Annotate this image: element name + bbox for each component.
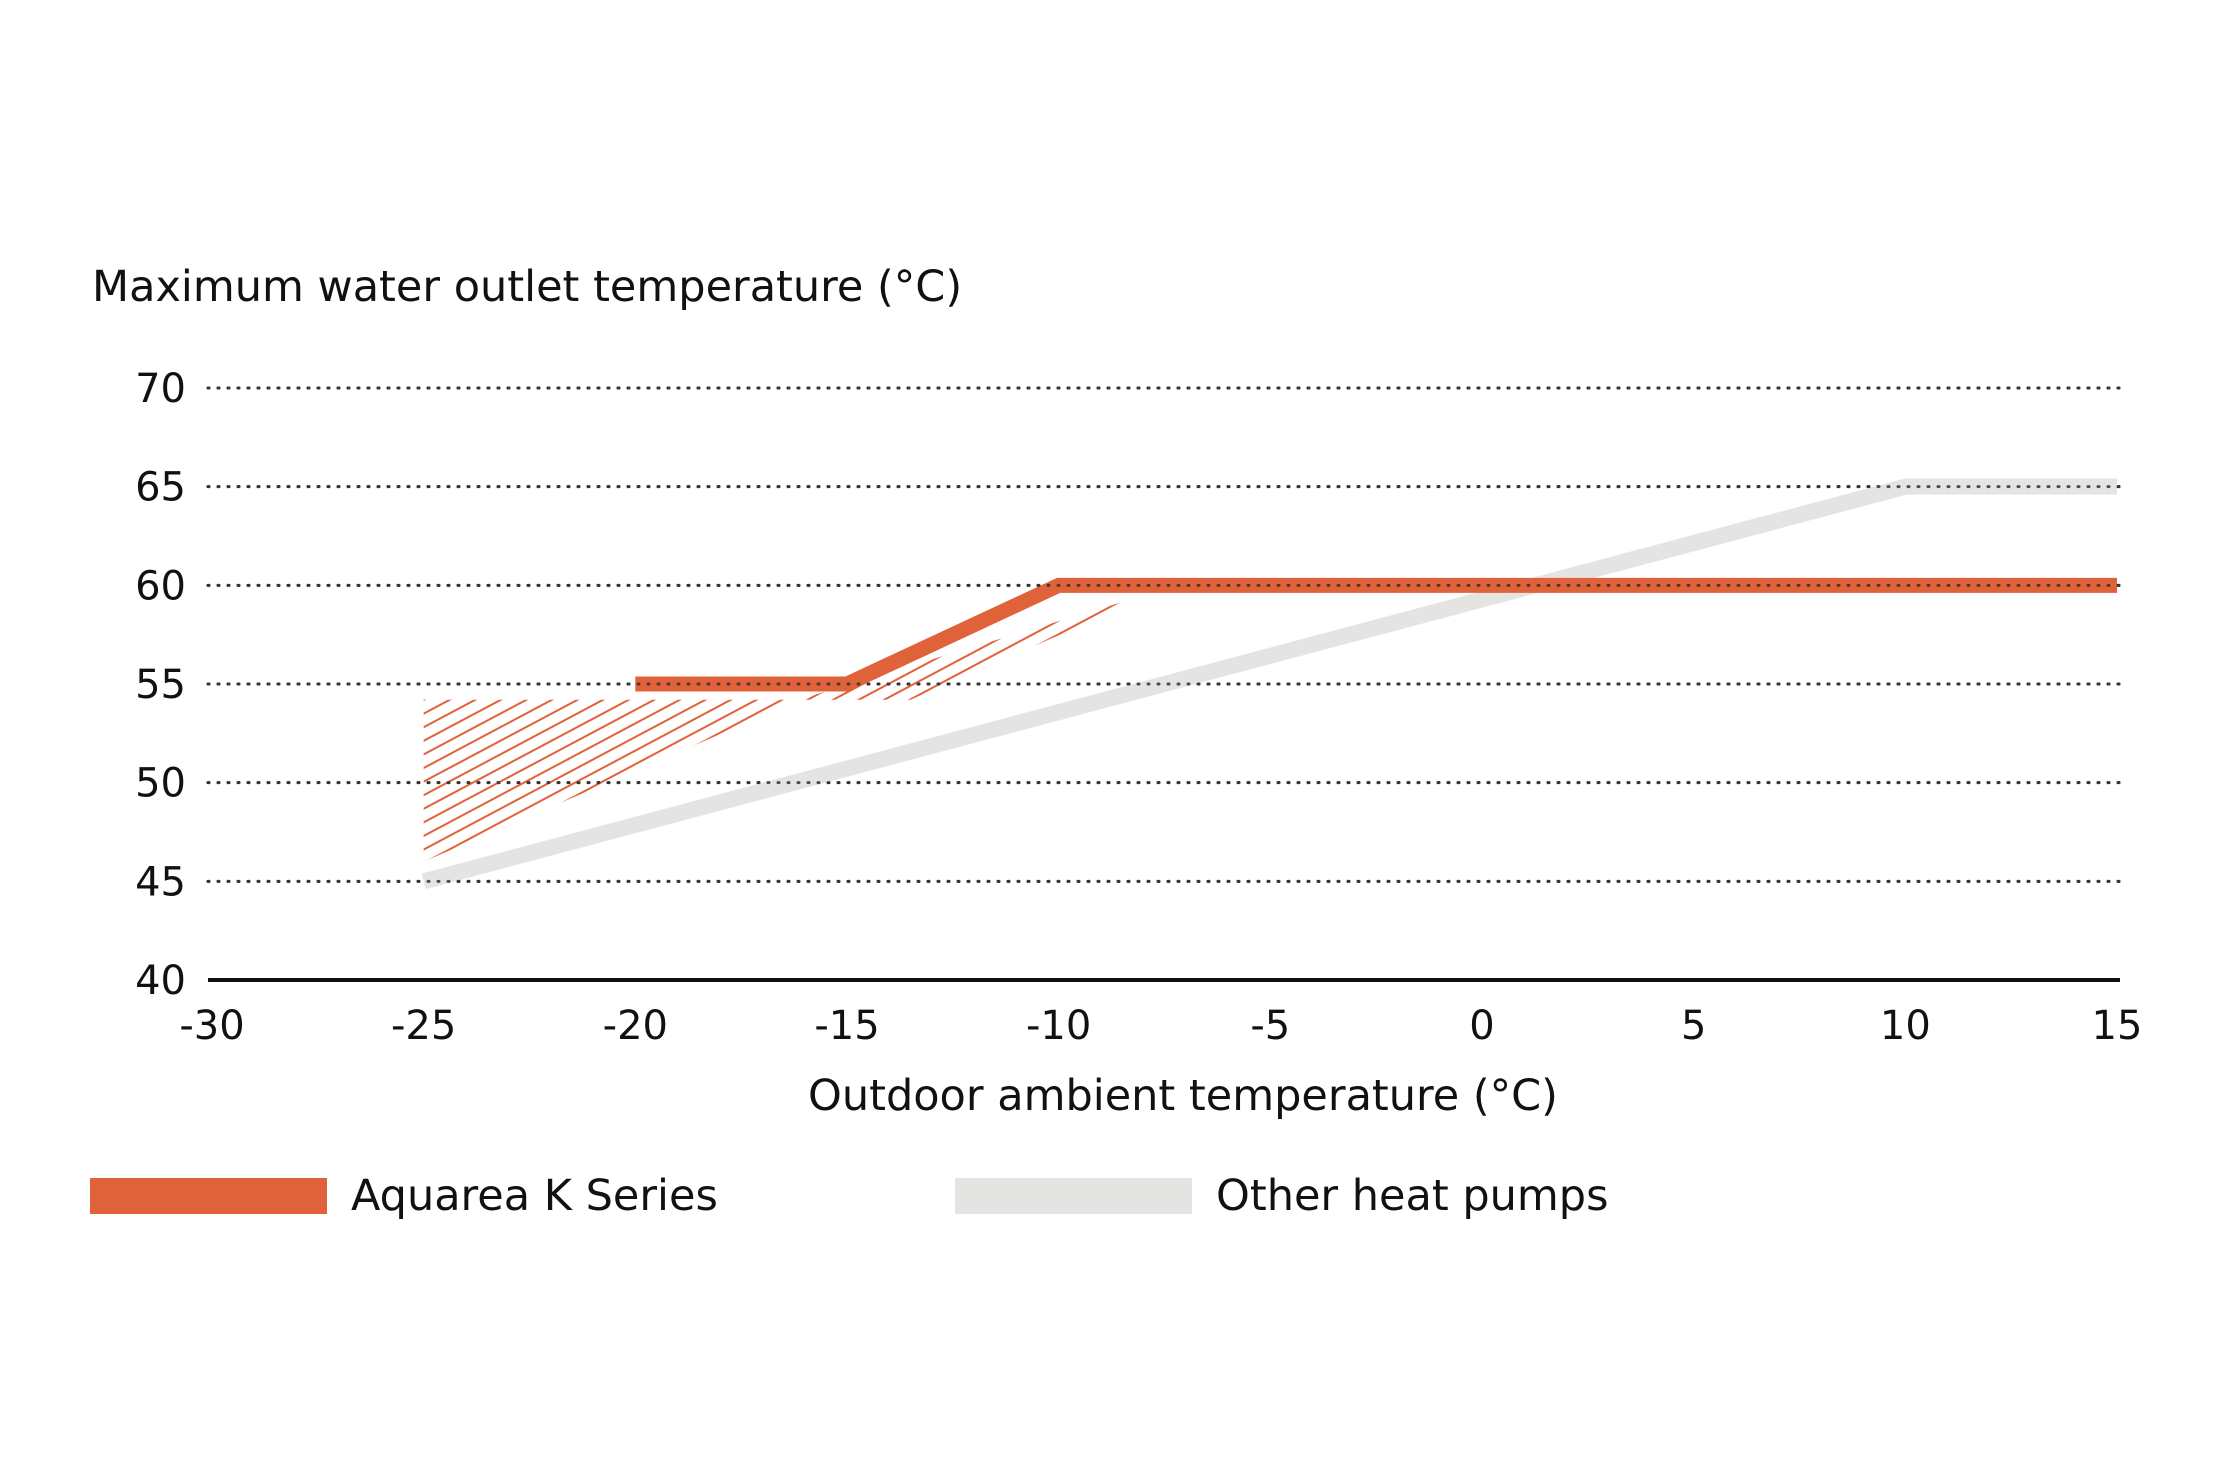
series-line-other xyxy=(421,478,2117,890)
y-tick-label-50: 50 xyxy=(135,761,186,807)
x-tick-label--5: -5 xyxy=(1250,1003,1290,1049)
y-axis-label: Maximum water outlet temperature (°C) xyxy=(92,262,963,312)
x-axis-label: Outdoor ambient temperature (°C) xyxy=(808,1071,1558,1121)
y-tick-labels: 40 45 50 55 60 65 70 xyxy=(135,366,186,1004)
y-tick-label-40: 40 xyxy=(135,958,186,1004)
x-tick-label-10: 10 xyxy=(1880,1003,1931,1049)
x-tick-label--15: -15 xyxy=(814,1003,879,1049)
legend-label-other: Other heat pumps xyxy=(1216,1171,1609,1221)
x-tick-label-5: 5 xyxy=(1681,1003,1706,1049)
x-tick-labels: -30 -25 -20 -15 -10 -5 0 5 10 15 xyxy=(179,1003,2142,1049)
y-tick-label-60: 60 xyxy=(135,563,186,609)
legend-item-other: Other heat pumps xyxy=(955,1166,1608,1226)
hatched-region-layer xyxy=(423,589,1165,862)
x-tick-label-0: 0 xyxy=(1469,1003,1494,1049)
x-tick-label--30: -30 xyxy=(179,1003,244,1049)
y-tick-label-70: 70 xyxy=(135,366,186,412)
x-tick-label--20: -20 xyxy=(603,1003,668,1049)
legend-item-aquarea: Aquarea K Series xyxy=(90,1166,718,1226)
x-tick-label--10: -10 xyxy=(1026,1003,1091,1049)
legend-swatch-other xyxy=(955,1178,1192,1214)
legend-swatch-aquarea xyxy=(90,1178,327,1214)
legend-label-aquarea: Aquarea K Series xyxy=(351,1171,718,1221)
series-layer xyxy=(206,386,2124,890)
hatched-region xyxy=(423,589,1165,862)
x-tick-label-15: 15 xyxy=(2092,1003,2143,1049)
x-tick-label--25: -25 xyxy=(391,1003,456,1049)
y-tick-label-65: 65 xyxy=(135,465,186,511)
y-tick-label-55: 55 xyxy=(135,662,186,708)
y-tick-label-45: 45 xyxy=(135,859,186,905)
